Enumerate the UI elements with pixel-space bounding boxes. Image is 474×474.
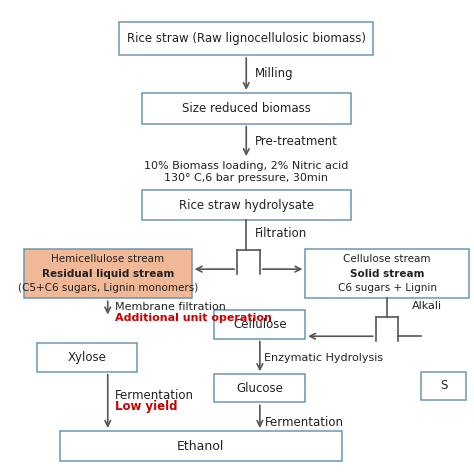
Text: 10% Biomass loading, 2% Nitric acid: 10% Biomass loading, 2% Nitric acid [144, 161, 348, 171]
Text: Cellulose: Cellulose [233, 318, 287, 331]
Text: Cellulose stream: Cellulose stream [343, 254, 431, 264]
Text: S: S [440, 379, 447, 392]
Text: C6 sugars + Lignin: C6 sugars + Lignin [337, 283, 437, 293]
Text: Xylose: Xylose [68, 351, 107, 364]
Text: Fermentation: Fermentation [115, 389, 193, 402]
Text: Milling: Milling [255, 67, 294, 81]
Text: Rice straw (Raw lignocellulosic biomass): Rice straw (Raw lignocellulosic biomass) [127, 32, 366, 45]
FancyBboxPatch shape [142, 93, 351, 124]
FancyBboxPatch shape [24, 249, 192, 299]
FancyBboxPatch shape [214, 310, 305, 338]
FancyBboxPatch shape [214, 374, 305, 402]
Text: Glucose: Glucose [237, 382, 283, 395]
Text: Size reduced biomass: Size reduced biomass [182, 102, 310, 115]
Text: Fermentation: Fermentation [264, 416, 343, 429]
Text: Pre-treatment: Pre-treatment [255, 135, 338, 147]
FancyBboxPatch shape [142, 190, 351, 220]
Text: Low yield: Low yield [115, 400, 177, 413]
Text: Alkali: Alkali [412, 301, 442, 310]
FancyBboxPatch shape [119, 22, 374, 55]
Text: Additional unit operation: Additional unit operation [115, 313, 272, 323]
Text: Solid stream: Solid stream [350, 269, 424, 279]
Text: Hemicellulose stream: Hemicellulose stream [51, 254, 164, 264]
Text: Filtration: Filtration [255, 227, 308, 240]
Text: Enzymatic Hydrolysis: Enzymatic Hydrolysis [264, 354, 383, 364]
FancyBboxPatch shape [37, 343, 137, 372]
Text: Ethanol: Ethanol [177, 439, 225, 453]
FancyBboxPatch shape [60, 431, 342, 462]
Text: (C5+C6 sugars, Lignin monomers): (C5+C6 sugars, Lignin monomers) [18, 283, 198, 293]
FancyBboxPatch shape [421, 372, 466, 400]
Text: Rice straw hydrolysate: Rice straw hydrolysate [179, 199, 314, 211]
Text: 130° C,6 bar pressure, 30min: 130° C,6 bar pressure, 30min [164, 173, 328, 183]
FancyBboxPatch shape [305, 249, 469, 299]
Text: Residual liquid stream: Residual liquid stream [42, 269, 174, 279]
Text: Membrane filtration: Membrane filtration [115, 302, 226, 312]
